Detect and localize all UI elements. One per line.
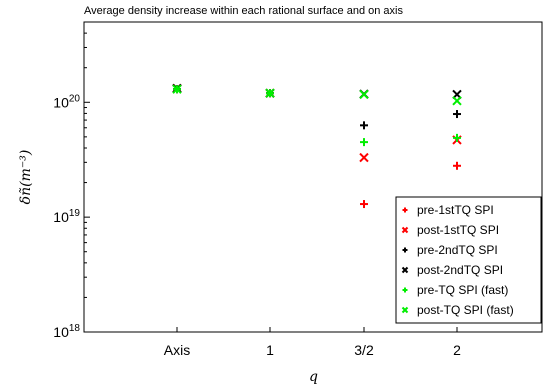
x-tick-label: 1 xyxy=(266,342,274,358)
data-point-stroke xyxy=(172,84,182,94)
series-3 xyxy=(172,83,462,100)
data-point xyxy=(360,200,368,209)
legend-entry: post-TQ SPI (fast) xyxy=(401,303,514,317)
y-tick-label: 1018 xyxy=(53,323,80,340)
data-point xyxy=(453,110,461,119)
y-tick-base: 10 xyxy=(53,209,69,225)
series-0 xyxy=(173,85,461,209)
legend-marker xyxy=(401,266,409,274)
y-tick-base: 10 xyxy=(53,324,69,340)
legend-entry: post-2ndTQ SPI xyxy=(401,263,503,277)
legend-entry: post-1stTQ SPI xyxy=(401,223,499,237)
y-tick-exponent: 19 xyxy=(69,208,81,219)
data-point-stroke xyxy=(452,96,462,106)
legend-label: pre-1stTQ SPI xyxy=(417,203,494,217)
legend-entry: pre-2ndTQ SPI xyxy=(402,243,498,257)
data-point xyxy=(453,133,461,142)
y-axis-label: δñ(m⁻³) xyxy=(18,150,34,205)
y-tick-label: 1019 xyxy=(53,208,80,225)
series-2 xyxy=(173,85,461,130)
data-point xyxy=(359,89,369,100)
legend-label: post-2ndTQ SPI xyxy=(417,263,503,277)
legend-box xyxy=(395,196,542,324)
legend-label: pre-2ndTQ SPI xyxy=(417,243,498,257)
y-tick-exponent: 18 xyxy=(69,323,81,334)
data-point-stroke xyxy=(359,89,369,100)
legend-marker xyxy=(401,226,409,234)
y-tick-base: 10 xyxy=(53,94,69,110)
legend-entry: pre-1stTQ SPI xyxy=(402,203,494,217)
legend-entry: pre-TQ SPI (fast) xyxy=(402,283,508,297)
x-axis-label: q xyxy=(309,369,318,385)
y-tick-label: 1020 xyxy=(53,93,80,110)
legend-label: post-TQ SPI (fast) xyxy=(417,303,514,317)
data-point xyxy=(172,84,182,94)
data-point-stroke xyxy=(359,152,369,163)
data-point xyxy=(453,161,461,170)
legend: pre-1stTQ SPI post-1stTQ SPI pre-2ndTQ SPI… xyxy=(395,196,542,324)
data-point xyxy=(452,96,462,106)
x-tick-label: 3/2 xyxy=(354,342,374,358)
data-point-stroke xyxy=(265,88,275,98)
legend-marker xyxy=(401,306,409,314)
data-point xyxy=(359,152,369,163)
x-tick-label: 2 xyxy=(453,342,461,358)
data-point xyxy=(360,138,368,147)
legend-label: pre-TQ SPI (fast) xyxy=(417,283,508,297)
series-1 xyxy=(172,83,462,163)
series-5 xyxy=(172,84,462,106)
data-points xyxy=(172,83,462,209)
legend-label: post-1stTQ SPI xyxy=(417,223,499,237)
y-tick-exponent: 20 xyxy=(69,93,81,104)
x-tick-label: Axis xyxy=(164,342,190,358)
plot-area xyxy=(83,21,543,333)
data-point xyxy=(265,88,275,98)
series-4 xyxy=(173,85,461,147)
chart-title: Average density increase within each rat… xyxy=(84,5,403,17)
data-point xyxy=(360,121,368,130)
